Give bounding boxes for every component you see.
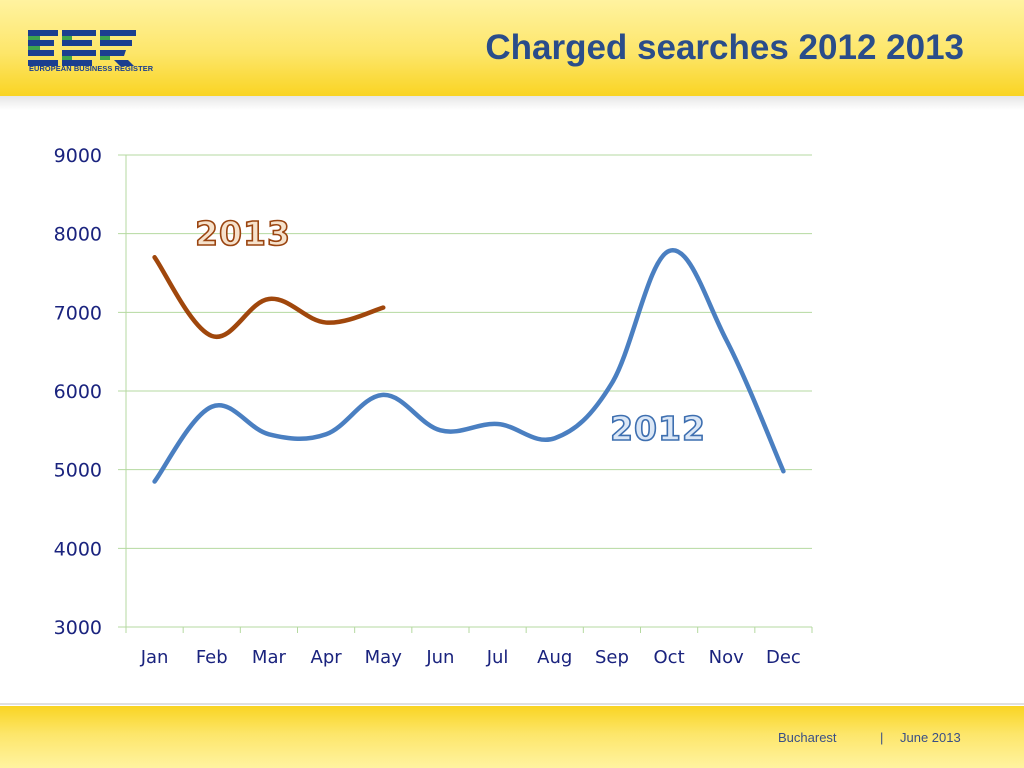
footer-separator: | (880, 730, 884, 745)
y-tick-label-8000: 8000 (54, 224, 102, 246)
x-tick-label-may: May (365, 647, 403, 668)
footer-divider (0, 703, 1024, 705)
x-tick-label-mar: Mar (252, 647, 287, 668)
label-layer: 2012 2013 (194, 213, 706, 449)
logo-text: EUROPEAN BUSINESS REGISTER (29, 64, 154, 73)
header-shadow (0, 96, 1024, 110)
series-layer (152, 248, 786, 484)
series-line-2012 (152, 248, 786, 484)
x-tick-label-apr: Apr (311, 647, 343, 668)
y-tick-label-7000: 7000 (54, 302, 102, 324)
series-line-2013 (152, 255, 386, 340)
x-tick-label-oct: Oct (654, 647, 685, 668)
x-tick-label-feb: Feb (196, 647, 228, 668)
x-tick-label-jul: Jul (486, 647, 509, 668)
series-label-2013: 2013 (195, 214, 291, 253)
x-tick-label-jan: Jan (140, 647, 169, 668)
axis-layer: 9000 8000 7000 6000 5000 4000 3000 Jan Feb Mar Apr… (54, 145, 813, 668)
header-band (0, 0, 1024, 96)
y-tick-label-6000: 6000 (54, 381, 102, 403)
footer-band (0, 706, 1024, 768)
grid-layer (118, 154, 812, 628)
footer-date: June 2013 (900, 730, 961, 745)
x-tick-label-jun: Jun (425, 647, 454, 668)
ebr-logo-icon (28, 30, 136, 66)
page-title: Charged searches 2012 2013 (485, 28, 964, 67)
y-tick-label-5000: 5000 (54, 460, 102, 482)
x-tick-label-aug: Aug (537, 647, 572, 668)
x-tick-label-dec: Dec (766, 647, 801, 668)
y-tick-label-9000: 9000 (54, 145, 102, 167)
x-tick-label-sep: Sep (595, 647, 629, 668)
x-tick-label-nov: Nov (709, 647, 744, 668)
footer-location: Bucharest (778, 730, 837, 745)
y-tick-label-3000: 3000 (54, 617, 102, 639)
series-label-2012: 2012 (610, 409, 706, 448)
y-tick-label-4000: 4000 (54, 538, 102, 560)
